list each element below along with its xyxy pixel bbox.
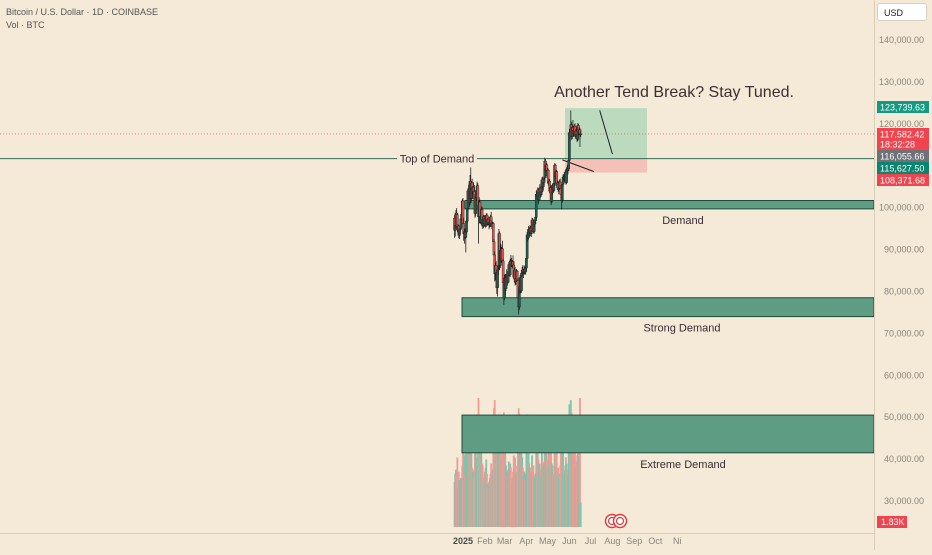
price-tag-label: 117,582.42 [880,130,924,140]
zone-strong-demand [461,297,875,318]
y-tick-label: 70,000.00 [884,328,924,338]
x-tick-label: Oct [648,536,663,546]
x-tick-label: Mar [497,536,513,546]
candle-body [561,183,564,201]
chart-title: Another Tend Break? Stay Tuned. [554,84,794,101]
y-tick-label: 50,000.00 [884,412,924,422]
top-of-demand-label-bg [397,150,477,166]
x-tick-label: Sep [626,536,642,546]
price-tag [877,162,929,174]
price-tag [877,138,929,150]
candle-body [491,223,495,242]
x-tick-label: Feb [477,536,493,546]
zone-extreme-demand [461,414,875,454]
y-tick-label: 140,000.00 [879,35,924,45]
y-tick-label: 80,000.00 [884,286,924,296]
chart-header: Bitcoin / U.S. Dollar · 1D · COINBASE Vo… [6,6,158,32]
price-tag-label: 116,055.66 [880,152,924,162]
price-tag-label: 108,371.68 [880,176,925,186]
y-tick-label: 90,000.00 [884,245,924,255]
volume-tag-label: 1.83K [881,517,905,527]
symbol-title: Bitcoin / U.S. Dollar · 1D · COINBASE [6,7,159,17]
y-tick-label: 120,000.00 [879,119,924,129]
flag-icon[interactable] [604,513,628,529]
candle-body [567,160,570,169]
y-tick-label: 30,000.00 [884,496,924,506]
currency-button[interactable]: USD [877,3,927,21]
zone-label: Extreme Demand [640,459,726,471]
x-tick-label: Apr [519,536,533,546]
x-tick-label: May [539,536,557,546]
candles-layer [453,110,582,315]
top-of-demand-label: Top of Demand [400,154,475,166]
volume-bar [579,398,581,527]
volume-bar [579,502,582,527]
y-tick-label: 130,000.00 [879,77,924,87]
zone-label: Demand [662,215,704,227]
candle-body [579,133,582,136]
x-tick-label: Jul [585,536,597,546]
y-tick-label: 60,000.00 [884,370,924,380]
y-tick-label: 100,000.00 [879,203,924,213]
zones-layer [461,108,875,454]
x-tick-label: Aug [604,536,620,546]
price-tag [877,150,929,162]
x-tick-label: 2025 [453,536,473,546]
x-tick-label: Ni [673,536,682,546]
zone-demand [464,200,875,210]
x-tick-label: Jun [562,536,577,546]
price-tag-label: 123,739.63 [880,103,925,113]
price-tag-label: 115,627.50 [880,164,924,174]
trendline [599,110,613,155]
price-tag [877,174,929,186]
price-tag-label: 18:32:28 [880,140,915,150]
volume-tag [877,516,907,528]
volume-layer [453,398,582,527]
zone-label: Strong Demand [643,323,720,335]
labels-layer: Demand Strong Demand Extreme Demand Top of … [397,150,726,471]
volume-title: Vol · BTC [6,20,45,30]
price-tag [877,128,929,140]
y-tick-label: 40,000.00 [884,454,924,464]
price-tag [877,101,929,113]
